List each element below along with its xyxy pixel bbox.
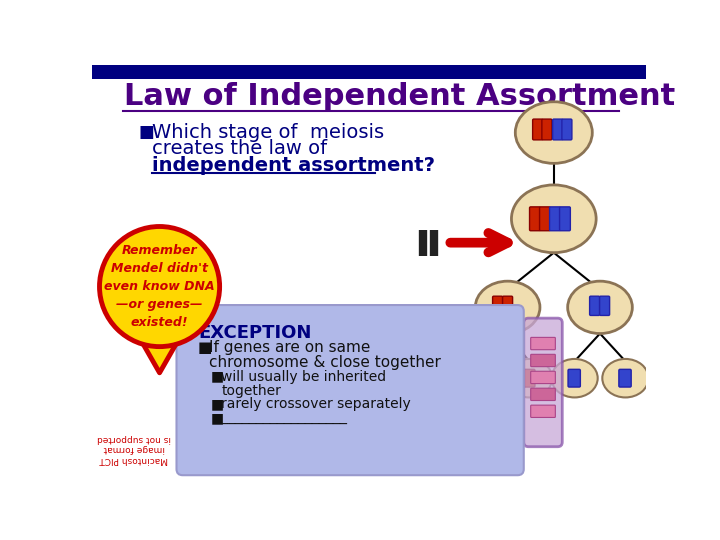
Polygon shape <box>144 346 175 373</box>
Ellipse shape <box>506 359 552 397</box>
FancyBboxPatch shape <box>590 296 600 315</box>
Text: Remember
Mendel didn't
even know DNA
—or genes—
existed!: Remember Mendel didn't even know DNA —or… <box>104 244 215 329</box>
FancyBboxPatch shape <box>533 119 543 140</box>
FancyBboxPatch shape <box>474 369 487 387</box>
Text: rarely crossover separately: rarely crossover separately <box>221 397 411 411</box>
FancyBboxPatch shape <box>531 388 555 401</box>
FancyBboxPatch shape <box>523 318 562 447</box>
Text: will usually be inherited: will usually be inherited <box>221 370 387 384</box>
Text: Which stage of  meiosis: Which stage of meiosis <box>152 123 384 141</box>
Ellipse shape <box>475 281 540 334</box>
Text: EXCEPTION: EXCEPTION <box>198 323 312 341</box>
Ellipse shape <box>457 359 504 397</box>
FancyBboxPatch shape <box>529 207 540 231</box>
Ellipse shape <box>567 281 632 334</box>
FancyBboxPatch shape <box>559 207 570 231</box>
Ellipse shape <box>511 185 596 253</box>
Text: chromosome & close together: chromosome & close together <box>209 355 441 370</box>
FancyBboxPatch shape <box>92 65 647 79</box>
FancyBboxPatch shape <box>600 296 610 315</box>
FancyBboxPatch shape <box>531 405 555 417</box>
Text: independent assortment?: independent assortment? <box>152 157 435 176</box>
Text: If genes are on same: If genes are on same <box>209 340 370 355</box>
Text: ■: ■ <box>138 123 154 140</box>
FancyBboxPatch shape <box>562 119 572 140</box>
Text: Macintosh PICT
image format
is not supported: Macintosh PICT image format is not suppo… <box>97 434 171 464</box>
Ellipse shape <box>516 102 593 164</box>
FancyBboxPatch shape <box>503 296 513 315</box>
Text: ■: ■ <box>211 370 224 384</box>
Text: __________________: __________________ <box>221 411 347 426</box>
Ellipse shape <box>552 359 598 397</box>
Text: ■: ■ <box>211 411 224 426</box>
Text: together: together <box>221 383 281 397</box>
FancyBboxPatch shape <box>619 369 631 387</box>
Text: creates the law of: creates the law of <box>152 139 327 159</box>
FancyBboxPatch shape <box>492 296 503 315</box>
FancyBboxPatch shape <box>531 338 555 350</box>
FancyBboxPatch shape <box>176 305 523 475</box>
FancyBboxPatch shape <box>531 372 555 383</box>
FancyBboxPatch shape <box>568 369 580 387</box>
Text: ■: ■ <box>211 397 224 411</box>
Circle shape <box>99 226 220 347</box>
Text: ■: ■ <box>198 340 212 355</box>
FancyBboxPatch shape <box>549 207 560 231</box>
Text: Law of Independent Assortment: Law of Independent Assortment <box>124 82 675 111</box>
FancyBboxPatch shape <box>539 207 550 231</box>
FancyBboxPatch shape <box>553 119 562 140</box>
FancyBboxPatch shape <box>523 369 535 387</box>
FancyBboxPatch shape <box>542 119 552 140</box>
Ellipse shape <box>603 359 649 397</box>
FancyBboxPatch shape <box>531 354 555 367</box>
